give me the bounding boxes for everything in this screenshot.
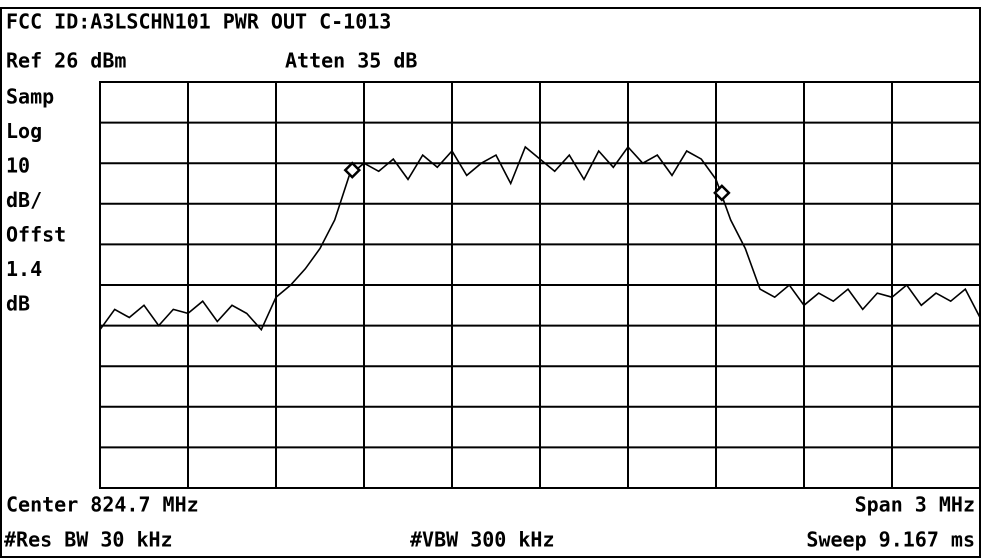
res-bw: #Res BW 30 kHz (4, 528, 173, 552)
side-label: dB (6, 292, 30, 316)
ref-level: Ref 26 dBm (6, 49, 126, 73)
side-label: 1.4 (6, 257, 42, 281)
side-label: dB/ (6, 188, 42, 212)
vbw: #VBW 300 kHz (410, 528, 555, 552)
center-freq: Center 824.7 MHz (6, 493, 199, 517)
marker (713, 184, 731, 202)
title: FCC ID:A3LSCHN101 PWR OUT C-1013 (6, 10, 391, 34)
span: Span 3 MHz (855, 493, 975, 517)
side-label: Offst (6, 223, 66, 247)
marker (343, 161, 362, 179)
sweep: Sweep 9.167 ms (806, 528, 975, 552)
screen-border (0, 7, 981, 558)
side-label: Log (6, 119, 42, 143)
side-label: Samp (6, 85, 54, 109)
trace (99, 145, 981, 332)
attenuation: Atten 35 dB (285, 49, 417, 73)
side-label: 10 (6, 154, 30, 178)
